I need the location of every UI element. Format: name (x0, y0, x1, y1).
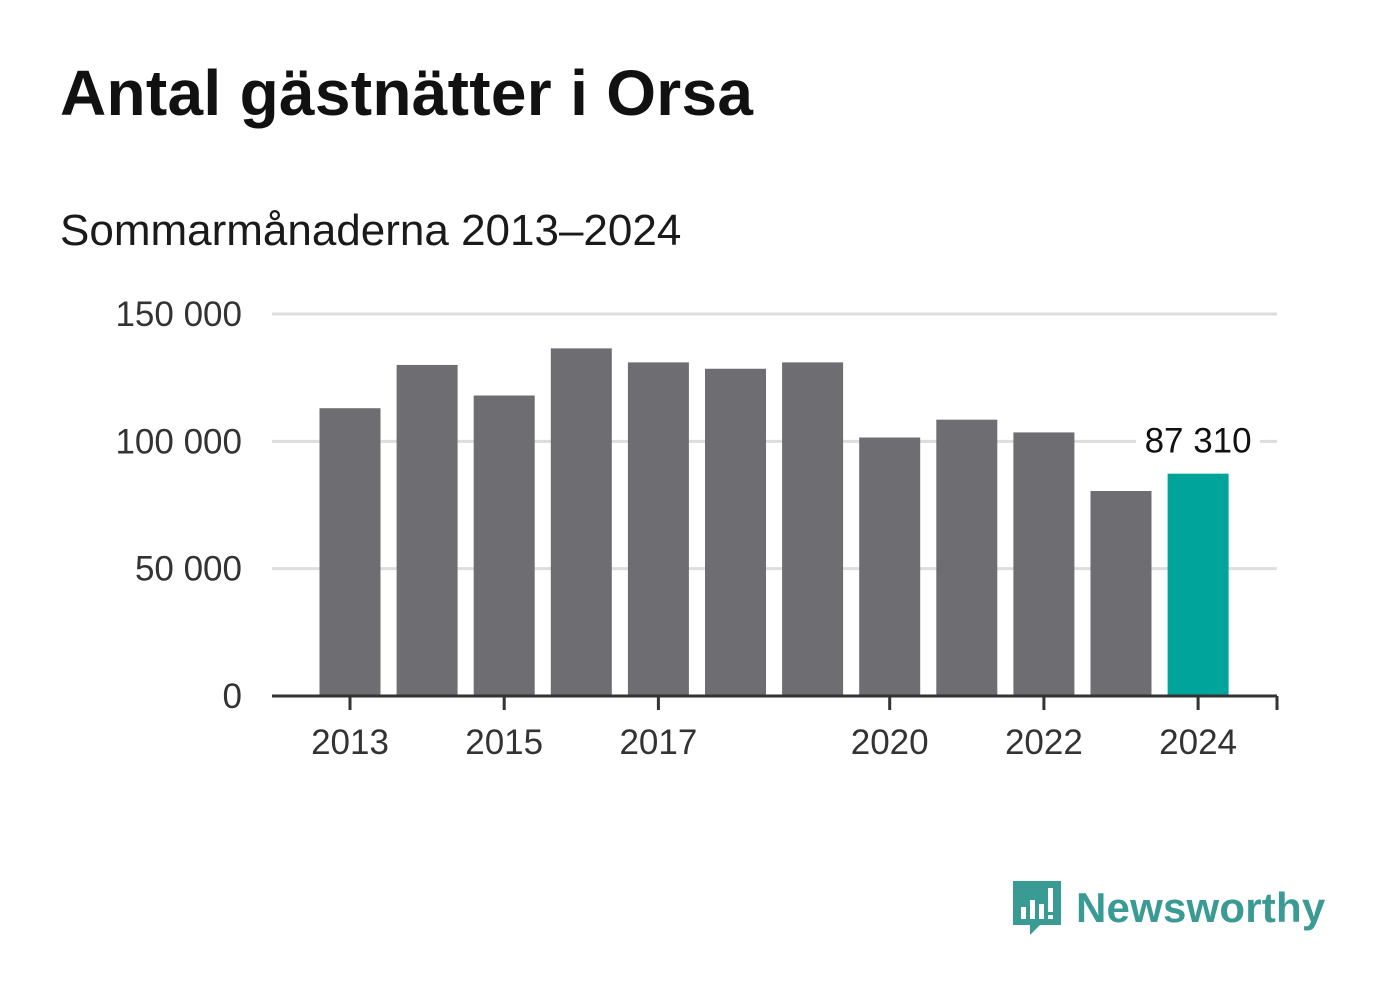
y-tick-label: 0 (223, 677, 242, 716)
x-tick-label: 2022 (1005, 723, 1083, 762)
value-label-background (1136, 421, 1261, 462)
y-tick-label: 50 000 (135, 550, 242, 589)
bar-2017 (627, 362, 689, 696)
newsworthy-chart-icon (1013, 881, 1061, 935)
bar-2016 (550, 348, 612, 696)
bars (319, 348, 1229, 696)
x-tick-label: 2024 (1159, 723, 1237, 762)
bar-2015 (473, 395, 535, 696)
y-tick-label: 100 000 (115, 422, 242, 461)
chart-subtitle: Sommarmånaderna 2013–2024 (60, 206, 682, 255)
bar-2022 (1013, 432, 1075, 696)
x-tick-label: 2015 (465, 723, 543, 762)
bar-2014 (396, 364, 458, 696)
bar-2019 (782, 362, 844, 696)
labels: 0 50 000 100 000 150 000 87 310 2013 2015 2017 2… (115, 295, 1261, 762)
bar-2013 (319, 408, 381, 696)
x-tick-label: 2020 (851, 723, 929, 762)
axes (272, 694, 1279, 710)
bar-2023 (1090, 490, 1152, 696)
bar-2018 (705, 368, 766, 696)
bar-2024 (1167, 473, 1229, 696)
y-tick-label: 150 000 (115, 295, 242, 334)
value-label: 87 310 (1145, 422, 1252, 461)
brand-name: Newsworthy (1076, 884, 1326, 931)
x-tick-label: 2017 (619, 723, 697, 762)
newsworthy-logo: Newsworthy (1010, 878, 1325, 938)
chart-title: Antal gästnätter i Orsa (60, 57, 754, 129)
bar-2020 (859, 437, 921, 696)
x-tick-label: 2013 (311, 723, 389, 762)
bar-2021 (936, 419, 998, 696)
